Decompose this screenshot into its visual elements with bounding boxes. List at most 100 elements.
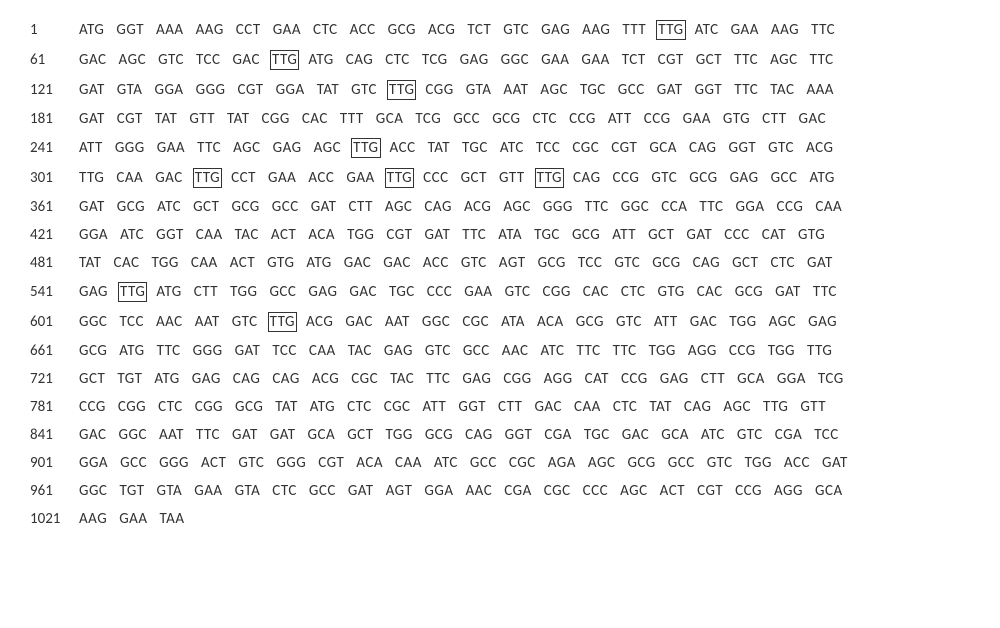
codon: GCC — [268, 283, 297, 301]
codon: CAA — [195, 226, 224, 244]
codon: ACG — [805, 139, 834, 157]
codon: GTC — [157, 51, 185, 69]
position-label: 1021 — [30, 510, 78, 528]
codon: GAG — [307, 283, 338, 301]
sequence-row: 421GGAATCGGTCAATACACTACATGGCGTGATTTCATAT… — [30, 226, 970, 244]
codon: GAC — [344, 313, 374, 331]
codon: ATG — [307, 51, 334, 69]
position-label: 901 — [30, 454, 78, 472]
codon: GCC — [462, 342, 491, 360]
codon-boxed: TTG — [118, 282, 147, 302]
codon: TAA — [159, 510, 186, 528]
codon: ACG — [427, 21, 456, 39]
codon: TAT — [154, 110, 178, 128]
codon: AAA — [805, 81, 835, 99]
codon: GAT — [656, 81, 684, 99]
codon: CAA — [308, 342, 337, 360]
codon: GGT — [115, 21, 145, 39]
codon: TTT — [621, 21, 647, 39]
codon: TCC — [535, 139, 562, 157]
position-label: 481 — [30, 254, 78, 272]
codon: GAT — [685, 226, 713, 244]
codon: TTC — [612, 342, 638, 360]
position-label: 301 — [30, 169, 78, 187]
position-label: 61 — [30, 51, 78, 69]
codon: CGT — [237, 81, 265, 99]
codon: GCC — [452, 110, 481, 128]
codon: TTC — [809, 51, 835, 69]
codon: TCT — [621, 51, 647, 69]
codon: AAG — [78, 510, 108, 528]
codon: CCG — [78, 398, 107, 416]
codon: CGA — [503, 482, 533, 500]
codon: GCG — [387, 21, 417, 39]
codon: ACT — [229, 254, 256, 272]
codon: TTG — [78, 169, 105, 187]
codon: AGG — [773, 482, 804, 500]
codon: AAT — [158, 426, 185, 444]
codon: TTC — [196, 139, 222, 157]
codon: GAA — [682, 110, 712, 128]
codon: GAG — [459, 51, 490, 69]
codon: ACT — [659, 482, 686, 500]
codon: CAG — [423, 198, 453, 216]
codon: CTC — [312, 21, 339, 39]
codon: GAA — [193, 482, 223, 500]
codon: GAT — [821, 454, 849, 472]
codon: TAC — [347, 342, 373, 360]
codon: ATA — [500, 313, 526, 331]
position-label: 361 — [30, 198, 78, 216]
codon: ATT — [611, 226, 637, 244]
codon: CCC — [426, 283, 454, 301]
codon: ACC — [422, 254, 450, 272]
codon: AGT — [385, 482, 414, 500]
codon: GCG — [424, 426, 454, 444]
codon: GTC — [613, 254, 641, 272]
codon: GCG — [116, 198, 146, 216]
codon-boxed: TTG — [387, 80, 416, 100]
codon: GAC — [621, 426, 651, 444]
codon: GGG — [542, 198, 574, 216]
codon: GGT — [727, 139, 757, 157]
codon: GCA — [307, 426, 337, 444]
position-label: 841 — [30, 426, 78, 444]
codon: GCG — [734, 283, 764, 301]
codon: TGC — [388, 283, 416, 301]
codon: CTC — [612, 398, 639, 416]
codon: GTA — [116, 81, 144, 99]
codon: GCG — [234, 398, 264, 416]
codon: AAT — [502, 81, 529, 99]
codon: GCT — [647, 226, 675, 244]
codon: AAG — [770, 21, 800, 39]
codon: GAA — [156, 139, 186, 157]
codon: CAG — [572, 169, 602, 187]
codon: GCG — [537, 254, 567, 272]
codon: GAC — [689, 313, 719, 331]
codon: GAA — [272, 21, 302, 39]
codon: TAT — [78, 254, 102, 272]
codon: CTC — [531, 110, 558, 128]
codon: CGC — [508, 454, 537, 472]
codon: GGG — [114, 139, 146, 157]
position-label: 181 — [30, 110, 78, 128]
codon: GTT — [498, 169, 526, 187]
codon: CTC — [384, 51, 411, 69]
codon: GAA — [580, 51, 610, 69]
codon: GAG — [191, 370, 222, 388]
codon: CGC — [383, 398, 412, 416]
codon: GAG — [272, 139, 303, 157]
codon: GCA — [736, 370, 766, 388]
codon: CAG — [271, 370, 301, 388]
codon: GAT — [78, 81, 106, 99]
sequence-row: 1ATGGGTAAAAAGCCTGAACTCACCGCGACGTCTGTCGAG… — [30, 20, 970, 40]
codon: ACG — [305, 313, 334, 331]
codon: GGG — [158, 454, 190, 472]
codon: ATT — [78, 139, 104, 157]
codon: GAG — [729, 169, 760, 187]
codon: GCG — [688, 169, 718, 187]
codon: TTC — [156, 342, 182, 360]
codon: GCC — [308, 482, 337, 500]
codon: GAA — [345, 169, 375, 187]
codon: CTT — [497, 398, 523, 416]
position-label: 121 — [30, 81, 78, 99]
